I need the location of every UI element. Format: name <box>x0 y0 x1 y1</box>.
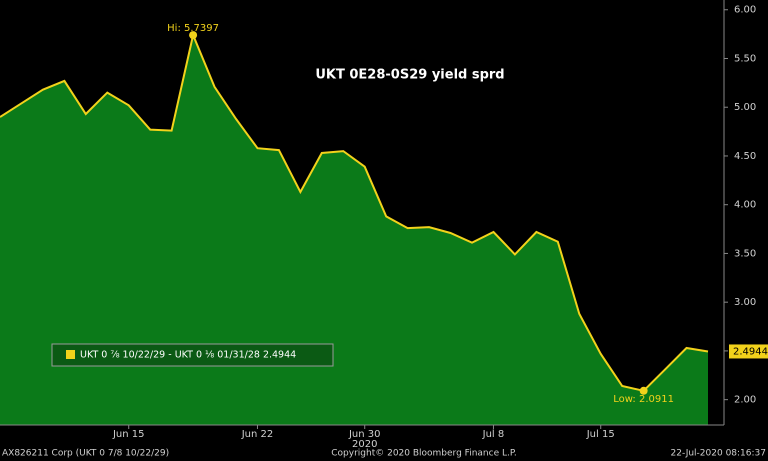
hi-marker <box>189 31 198 40</box>
x-tick-label: Jun 30 <box>348 429 381 440</box>
x-tick-label: Jun 22 <box>241 429 274 440</box>
x-tick-label: Jul 15 <box>586 429 615 440</box>
legend-label: UKT 0 ⅞ 10/22/29 - UKT 0 ⅛ 01/31/28 2.49… <box>80 350 296 361</box>
y-tick-label: 5.00 <box>734 102 756 113</box>
x-tick-label: Jul 8 <box>482 429 505 440</box>
low-label: Low: 2.0911 <box>613 394 674 405</box>
x-sublabel: 2020 <box>352 439 377 450</box>
footer-left: AX826211 Corp (UKT 0 7/8 10/22/29) <box>2 449 169 459</box>
x-tick-label: Jun 15 <box>112 429 145 440</box>
footer-right: 22-Jul-2020 08:16:37 <box>671 449 767 459</box>
y-tick-label: 3.00 <box>734 297 756 308</box>
footer-center: Copyright© 2020 Bloomberg Finance L.P. <box>331 449 516 459</box>
low-marker <box>639 386 648 395</box>
hi-label: Hi: 5.7397 <box>167 23 219 34</box>
last-value-box <box>729 344 768 359</box>
last-value-label: 2.4944 <box>733 346 768 357</box>
y-tick-label: 5.50 <box>734 53 756 64</box>
legend-box <box>51 343 334 367</box>
y-tick-label: 6.00 <box>734 5 756 16</box>
legend-swatch <box>66 350 75 359</box>
y-tick-label: 3.50 <box>734 248 756 259</box>
y-tick-label: 4.00 <box>734 200 756 211</box>
y-tick-label: 2.00 <box>734 395 756 406</box>
area <box>0 35 708 425</box>
line <box>0 31 709 392</box>
y-tick-label: 4.50 <box>734 151 756 162</box>
chart-title: UKT 0E28-0S29 yield sprd <box>315 68 504 83</box>
